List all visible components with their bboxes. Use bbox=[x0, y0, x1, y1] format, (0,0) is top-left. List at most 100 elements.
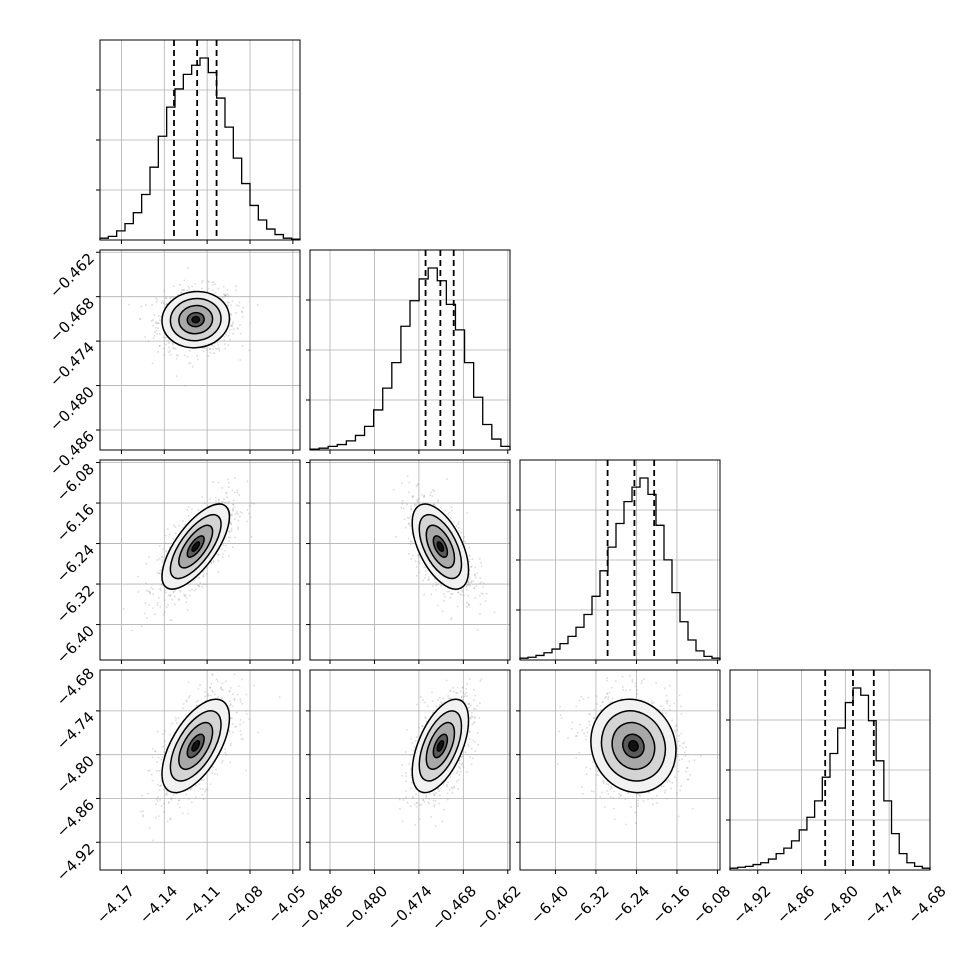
scatter-point bbox=[168, 594, 170, 597]
scatter-point bbox=[473, 708, 475, 710]
scatter-point bbox=[191, 787, 193, 789]
scatter-point bbox=[218, 499, 220, 501]
scatter-point bbox=[231, 325, 233, 327]
scatter-point bbox=[166, 820, 169, 823]
scatter-point bbox=[195, 704, 198, 707]
scatter-point bbox=[197, 688, 200, 690]
scatter-point bbox=[165, 336, 167, 339]
scatter-point bbox=[417, 561, 420, 563]
scatter-point bbox=[415, 566, 418, 568]
scatter-point bbox=[241, 703, 244, 705]
scatter-point bbox=[145, 582, 147, 584]
scatter-point bbox=[228, 536, 230, 539]
scatter-point bbox=[230, 304, 232, 306]
scatter-point bbox=[230, 314, 233, 316]
scatter-point bbox=[567, 737, 569, 739]
scatter-point bbox=[148, 604, 151, 606]
scatter-point bbox=[405, 780, 407, 783]
scatter-point bbox=[236, 327, 239, 329]
panel-frame bbox=[309, 669, 511, 871]
scatter-point bbox=[171, 722, 173, 725]
contour-line bbox=[191, 740, 201, 752]
scatter-point bbox=[246, 509, 249, 511]
scatter-point bbox=[664, 791, 666, 794]
scatter-point bbox=[223, 339, 226, 341]
scatter-point bbox=[232, 705, 234, 708]
scatter-point bbox=[459, 759, 461, 762]
scatter-point bbox=[160, 785, 162, 787]
scatter-point bbox=[625, 689, 627, 692]
scatter-point bbox=[213, 773, 216, 775]
scatter-point bbox=[228, 530, 230, 532]
scatter-point bbox=[457, 779, 460, 781]
scatter-point bbox=[428, 798, 430, 800]
scatter-point bbox=[145, 562, 148, 565]
scatter-point bbox=[480, 592, 483, 595]
scatter-point bbox=[174, 603, 176, 606]
scatter-point bbox=[166, 303, 168, 305]
scatter-point bbox=[430, 593, 433, 596]
scatter-point bbox=[227, 486, 230, 488]
scatter-point bbox=[670, 787, 672, 790]
scatter-point bbox=[435, 705, 438, 707]
scatter-point bbox=[167, 528, 169, 530]
scatter-point bbox=[660, 785, 663, 788]
scatter-point bbox=[453, 786, 455, 789]
scatter-point bbox=[201, 496, 204, 498]
scatter-point bbox=[245, 709, 247, 712]
scatter-point bbox=[234, 536, 236, 539]
scatter-point bbox=[416, 736, 418, 738]
scatter-point bbox=[229, 338, 231, 341]
scatter-point bbox=[559, 714, 562, 716]
scatter-point bbox=[656, 802, 658, 804]
scatter-point bbox=[191, 285, 193, 288]
scatter-point bbox=[224, 501, 227, 504]
histogram-step-line bbox=[309, 267, 511, 450]
scatter-point bbox=[153, 314, 156, 316]
scatter-point bbox=[188, 594, 191, 597]
scatter-point bbox=[635, 685, 637, 688]
scatter-point bbox=[606, 692, 609, 695]
scatter-point bbox=[467, 580, 469, 582]
scatter-point bbox=[234, 513, 237, 515]
scatter-point bbox=[452, 521, 455, 523]
scatter-point bbox=[151, 756, 154, 759]
scatter-point bbox=[470, 580, 473, 582]
scatter-point bbox=[460, 594, 463, 596]
scatter-point bbox=[224, 751, 226, 754]
scatter-point bbox=[228, 507, 230, 510]
scatter-point bbox=[202, 574, 205, 577]
scatter-point bbox=[165, 550, 167, 552]
scatter-point bbox=[207, 694, 210, 697]
scatter-point bbox=[669, 780, 671, 783]
scatter-point bbox=[246, 520, 248, 523]
scatter-point bbox=[459, 767, 462, 770]
scatter-point bbox=[468, 546, 471, 549]
scatter-point bbox=[150, 587, 152, 589]
scatter-point bbox=[411, 532, 413, 535]
scatter-point bbox=[172, 794, 175, 796]
scatter-point bbox=[171, 619, 173, 622]
scatter-point bbox=[148, 769, 151, 772]
scatter-point bbox=[168, 346, 170, 349]
scatter-point bbox=[155, 301, 158, 303]
scatter-point bbox=[137, 575, 139, 578]
scatter-point bbox=[158, 770, 161, 772]
scatter-point bbox=[165, 794, 168, 796]
scatter-point bbox=[468, 560, 471, 563]
scatter-point bbox=[190, 788, 192, 791]
scatter-point bbox=[424, 570, 427, 573]
scatter-point bbox=[452, 686, 454, 689]
scatter-point bbox=[469, 738, 471, 740]
scatter-point bbox=[231, 508, 234, 511]
scatter-point bbox=[410, 787, 412, 790]
scatter-point bbox=[184, 595, 186, 597]
scatter-point bbox=[447, 781, 449, 784]
scatter-point bbox=[470, 704, 472, 707]
scatter-point bbox=[222, 544, 224, 546]
scatter-point bbox=[151, 779, 154, 782]
scatter-point bbox=[160, 780, 162, 782]
scatter-point bbox=[215, 552, 218, 555]
scatter-point bbox=[457, 788, 459, 790]
scatter-point bbox=[149, 592, 151, 595]
